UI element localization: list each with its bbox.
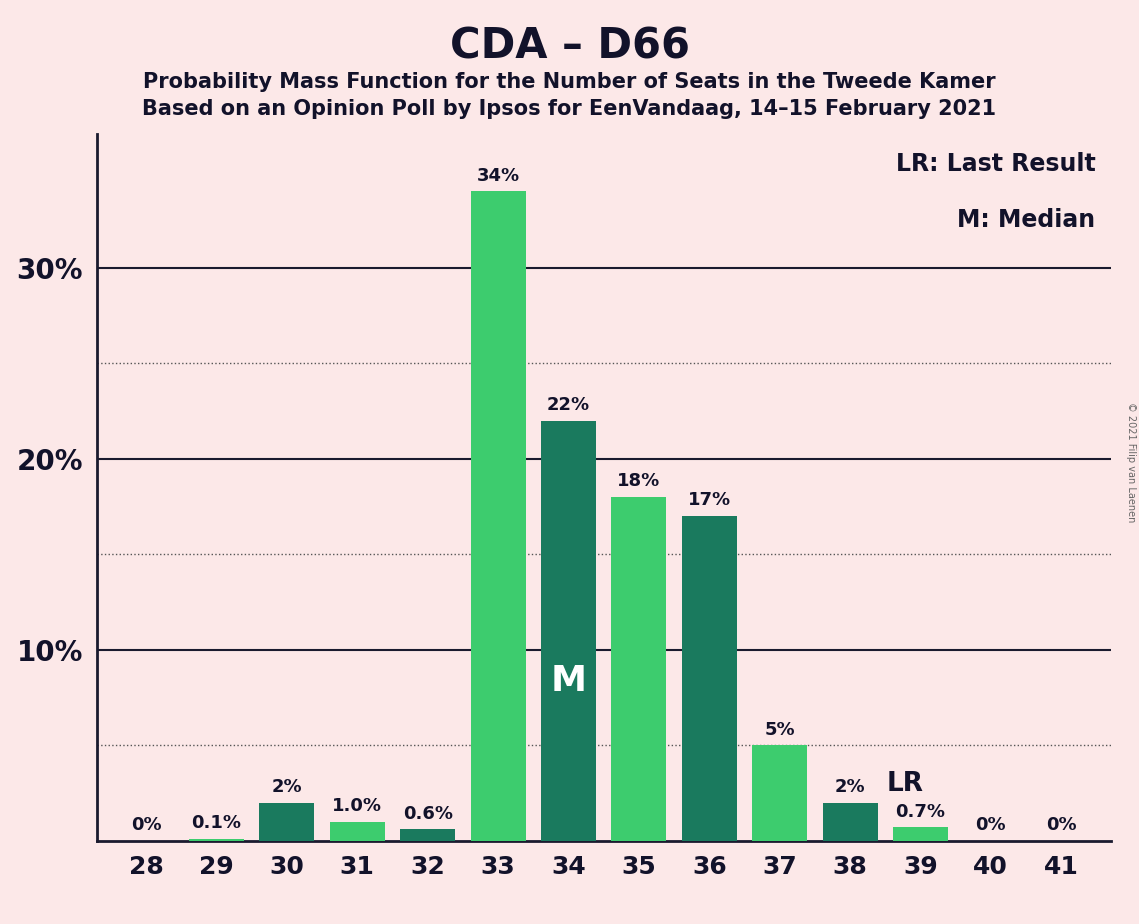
Text: 0%: 0% — [1046, 816, 1076, 834]
Text: M: Median: M: Median — [957, 208, 1096, 232]
Text: 34%: 34% — [476, 166, 519, 185]
Bar — [260, 803, 314, 841]
Bar — [822, 803, 877, 841]
Bar — [612, 497, 666, 841]
Bar — [752, 746, 808, 841]
Text: LR: LR — [886, 771, 924, 796]
Text: M: M — [550, 664, 587, 699]
Text: Probability Mass Function for the Number of Seats in the Tweede Kamer: Probability Mass Function for the Number… — [144, 72, 995, 92]
Text: CDA – D66: CDA – D66 — [450, 26, 689, 67]
Text: LR: Last Result: LR: Last Result — [895, 152, 1096, 176]
Text: 2%: 2% — [835, 778, 866, 796]
Text: 1.0%: 1.0% — [333, 797, 383, 815]
Text: 2%: 2% — [271, 778, 302, 796]
Bar — [330, 821, 385, 841]
Text: 0.1%: 0.1% — [191, 814, 241, 833]
Text: 5%: 5% — [764, 721, 795, 738]
Text: 17%: 17% — [688, 492, 731, 509]
Text: 0%: 0% — [975, 816, 1006, 834]
Text: 0.7%: 0.7% — [895, 803, 945, 821]
Bar — [189, 839, 244, 841]
Text: © 2021 Filip van Laenen: © 2021 Filip van Laenen — [1126, 402, 1136, 522]
Bar — [682, 517, 737, 841]
Text: 22%: 22% — [547, 395, 590, 414]
Bar — [541, 420, 596, 841]
Bar — [470, 191, 525, 841]
Text: 0.6%: 0.6% — [403, 805, 452, 822]
Text: Based on an Opinion Poll by Ipsos for EenVandaag, 14–15 February 2021: Based on an Opinion Poll by Ipsos for Ee… — [142, 99, 997, 119]
Text: 18%: 18% — [617, 472, 661, 491]
Text: 0%: 0% — [131, 816, 162, 834]
Bar — [400, 830, 456, 841]
Bar — [893, 828, 948, 841]
